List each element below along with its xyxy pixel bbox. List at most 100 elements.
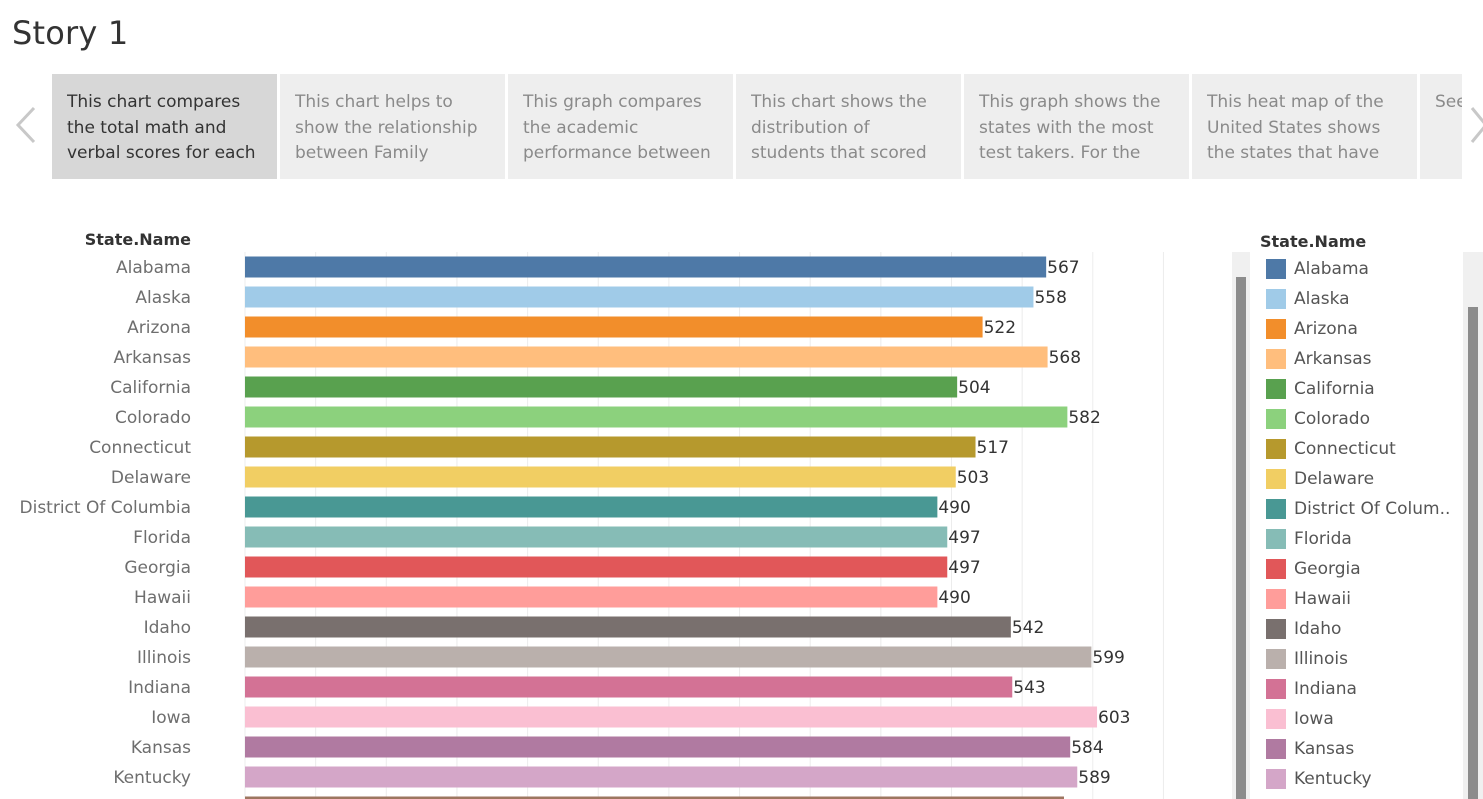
legend-swatch <box>1266 379 1286 399</box>
legend-item[interactable]: Alaska <box>1260 284 1460 314</box>
story-point-4[interactable]: This chart shows the distribution of stu… <box>736 74 961 179</box>
bar[interactable] <box>245 616 1011 638</box>
legend-item[interactable]: Colorado <box>1260 404 1460 434</box>
legend-item[interactable]: Arizona <box>1260 314 1460 344</box>
legend-swatch <box>1266 739 1286 759</box>
color-legend: State.Name Alabama Alaska Arizona Arkansas C… <box>1260 229 1460 794</box>
category-label: Delaware <box>111 468 191 488</box>
value-label: 504 <box>958 378 990 398</box>
legend-item[interactable]: Florida <box>1260 524 1460 554</box>
bars <box>245 256 1098 799</box>
bar[interactable] <box>245 376 958 398</box>
chevron-left-icon[interactable] <box>12 100 42 150</box>
legend-item[interactable]: Connecticut <box>1260 434 1460 464</box>
legend-items: Alabama Alaska Arizona Arkansas California Co… <box>1260 254 1460 794</box>
category-labels: Alabama Alaska Arizona Arkansas California Co… <box>20 258 192 788</box>
bar[interactable] <box>245 436 976 458</box>
legend-swatch <box>1266 679 1286 699</box>
value-label: 567 <box>1047 258 1079 278</box>
legend-item[interactable]: Illinois <box>1260 644 1460 674</box>
legend-label: California <box>1294 379 1375 399</box>
value-label: 542 <box>1012 618 1044 638</box>
story-point-caption: This chart helps to show the relationshi… <box>295 92 478 163</box>
category-label: District Of Columbia <box>20 498 192 518</box>
value-label: 584 <box>1071 738 1103 758</box>
category-label: Florida <box>133 528 191 548</box>
story-point-caption: This graph compares the academic perform… <box>523 92 711 163</box>
category-label: Georgia <box>124 558 191 578</box>
legend-item[interactable]: Delaware <box>1260 464 1460 494</box>
category-label: Indiana <box>128 678 191 698</box>
bar[interactable] <box>245 586 938 608</box>
bar[interactable] <box>245 736 1071 758</box>
legend-label: Hawaii <box>1294 589 1351 609</box>
story-point-caption: This heat map of the United States shows… <box>1207 92 1384 163</box>
story-points-bar: This chart compares the total math and v… <box>52 74 1462 179</box>
bar[interactable] <box>245 346 1048 368</box>
category-label: Kansas <box>131 738 191 758</box>
value-label: 503 <box>957 468 989 488</box>
legend-item[interactable]: Idaho <box>1260 614 1460 644</box>
story-point-7[interactable]: See gra to e <box>1420 74 1462 179</box>
bar-chart: State.Name Alabama Alaska Arizona Arkansas C… <box>20 230 1164 799</box>
value-label: 543 <box>1013 678 1045 698</box>
legend-item[interactable]: Arkansas <box>1260 344 1460 374</box>
bar[interactable] <box>245 646 1092 668</box>
legend-label: Georgia <box>1294 559 1361 579</box>
value-label: 517 <box>977 438 1009 458</box>
bar[interactable] <box>245 316 983 338</box>
category-label: Alabama <box>116 258 191 278</box>
story-point-1[interactable]: This chart compares the total math and v… <box>52 74 277 179</box>
bar[interactable] <box>245 286 1034 308</box>
legend-scrollbar[interactable] <box>1463 252 1483 799</box>
chart-scrollbar-thumb[interactable] <box>1236 277 1246 799</box>
legend-item[interactable]: Iowa <box>1260 704 1460 734</box>
legend-label: Delaware <box>1294 469 1375 489</box>
legend-label: Arkansas <box>1294 349 1372 369</box>
legend-swatch <box>1266 649 1286 669</box>
legend-item[interactable]: California <box>1260 374 1460 404</box>
legend-item[interactable]: Indiana <box>1260 674 1460 704</box>
legend-swatch <box>1266 289 1286 309</box>
legend-item[interactable]: Kentucky <box>1260 764 1460 794</box>
legend-scrollbar-thumb[interactable] <box>1468 307 1478 799</box>
story-point-2[interactable]: This chart helps to show the relationshi… <box>280 74 505 179</box>
chevron-right-icon[interactable] <box>1468 100 1483 150</box>
story-point-caption: This graph shows the states with the mos… <box>979 92 1161 163</box>
legend-label: Idaho <box>1294 619 1342 639</box>
bar[interactable] <box>245 766 1078 788</box>
legend-label: Connecticut <box>1294 439 1396 459</box>
bar[interactable] <box>245 556 948 578</box>
story-title: Story 1 <box>12 14 129 52</box>
legend-label: Alabama <box>1294 259 1369 279</box>
category-label: Arkansas <box>114 348 192 368</box>
category-label: Hawaii <box>134 588 191 608</box>
legend-item[interactable]: Georgia <box>1260 554 1460 584</box>
bar[interactable] <box>245 466 956 488</box>
story-point-5[interactable]: This graph shows the states with the mos… <box>964 74 1189 179</box>
value-label: 490 <box>938 498 970 518</box>
bar[interactable] <box>245 526 948 548</box>
category-label: California <box>110 378 191 398</box>
bar[interactable] <box>245 706 1098 728</box>
legend-swatch <box>1266 409 1286 429</box>
legend-item[interactable]: Hawaii <box>1260 584 1460 614</box>
category-label: Alaska <box>135 288 191 308</box>
bar[interactable] <box>245 406 1068 428</box>
story-point-6[interactable]: This heat map of the United States shows… <box>1192 74 1417 179</box>
legend-swatch <box>1266 769 1286 789</box>
legend-item[interactable]: Kansas <box>1260 734 1460 764</box>
legend-item[interactable]: Alabama <box>1260 254 1460 284</box>
legend-swatch <box>1266 619 1286 639</box>
chart-scrollbar[interactable] <box>1232 252 1250 799</box>
bar[interactable] <box>245 496 938 518</box>
legend-swatch <box>1266 439 1286 459</box>
bar[interactable] <box>245 676 1013 698</box>
story-point-caption: See gra to e <box>1435 92 1462 112</box>
bar[interactable] <box>245 256 1047 278</box>
legend-item[interactable]: District Of Colum.. <box>1260 494 1460 524</box>
category-label: Idaho <box>144 618 191 638</box>
story-point-3[interactable]: This graph compares the academic perform… <box>508 74 733 179</box>
story-point-caption: This chart compares the total math and v… <box>67 92 256 163</box>
value-label: 522 <box>984 318 1016 338</box>
